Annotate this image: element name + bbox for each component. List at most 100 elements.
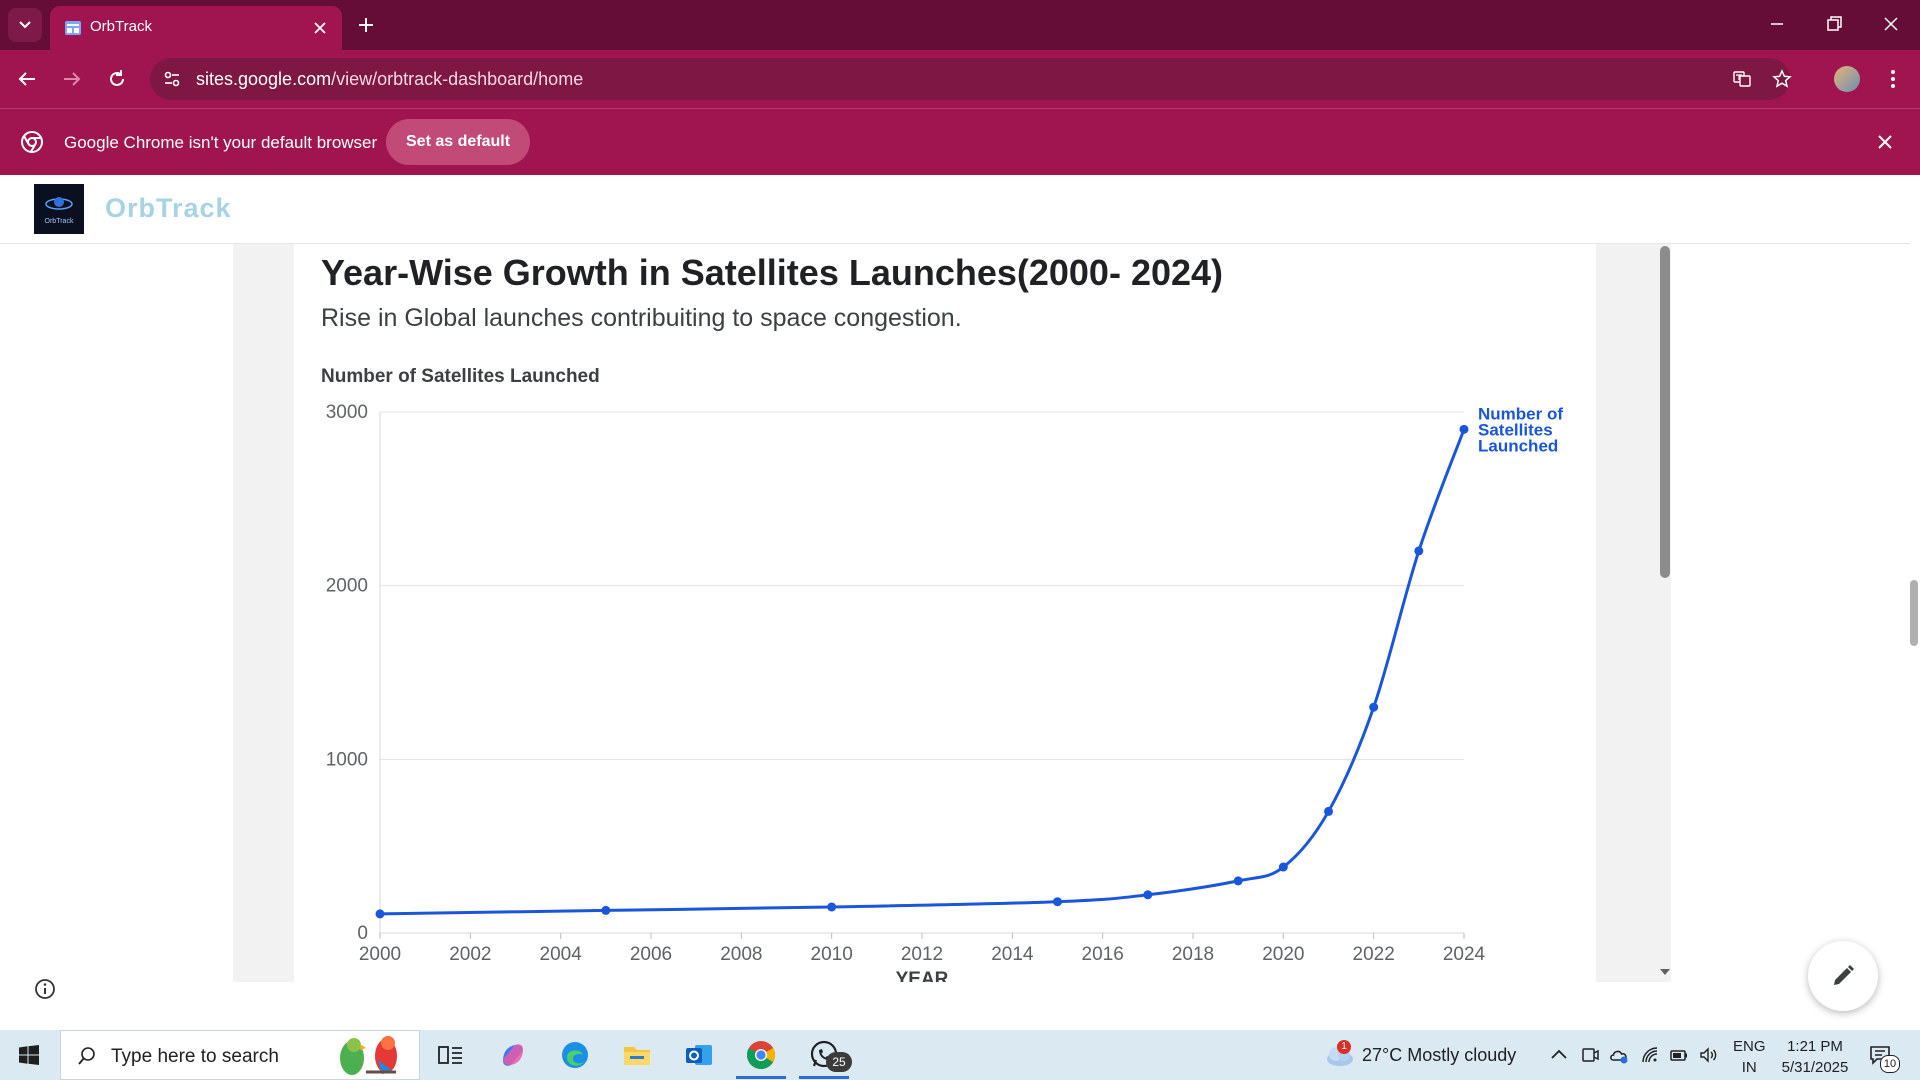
tab-title: OrbTrack xyxy=(90,18,152,35)
meet-camera-icon[interactable] xyxy=(1580,1045,1600,1065)
pencil-icon xyxy=(1834,965,1854,985)
file-explorer-icon[interactable] xyxy=(621,1039,653,1071)
tab-strip: OrbTrack xyxy=(0,0,1920,50)
x-axis-title: YEAR xyxy=(896,969,949,982)
chart-title: Year-Wise Growth in Satellites Launches(… xyxy=(321,252,1224,293)
chart-card: Year-Wise Growth in Satellites Launches(… xyxy=(294,244,1596,982)
bookmark-star-icon[interactable] xyxy=(1772,69,1792,89)
address-bar[interactable]: sites.google.com/view/orbtrack-dashboard… xyxy=(150,58,1792,100)
data-point xyxy=(1414,546,1424,556)
chrome-logo-icon xyxy=(21,131,43,153)
windows-taskbar: Type here to search xyxy=(0,1030,1920,1080)
chrome-icon[interactable] xyxy=(745,1039,777,1071)
data-point xyxy=(1143,890,1153,900)
info-icon[interactable] xyxy=(34,978,56,1000)
battery-icon[interactable] xyxy=(1669,1045,1689,1065)
page-scrollbar-thumb[interactable] xyxy=(1910,580,1918,646)
site-logo-text: OrbTrack xyxy=(44,218,74,225)
infobar-message: Google Chrome isn't your default browser xyxy=(64,133,378,152)
x-tick-label: 2016 xyxy=(1082,944,1124,965)
x-tick-label: 2008 xyxy=(720,944,762,965)
search-icon xyxy=(78,1047,95,1065)
infobar-close-icon[interactable] xyxy=(1876,133,1894,151)
parrots-illustration-icon xyxy=(340,1036,397,1075)
task-view-icon[interactable] xyxy=(434,1039,466,1071)
chrome-active-indicator xyxy=(736,1076,786,1079)
browser-toolbar: sites.google.com/view/orbtrack-dashboard… xyxy=(0,50,1920,108)
x-tick-label: 2012 xyxy=(901,944,943,965)
whatsapp-badge: 25 xyxy=(826,1052,852,1072)
site-info-icon[interactable] xyxy=(162,69,182,89)
url-text: sites.google.com/view/orbtrack-dashboard… xyxy=(196,69,584,89)
copilot-icon[interactable] xyxy=(497,1039,529,1071)
x-tick-label: 2018 xyxy=(1172,944,1214,965)
embed-scrollbar-thumb[interactable] xyxy=(1660,246,1670,578)
x-tick-label: 2014 xyxy=(991,944,1034,965)
site-logo[interactable]: OrbTrack xyxy=(34,184,84,234)
cloudy-weather-icon[interactable] xyxy=(1322,1041,1356,1069)
translate-icon[interactable] xyxy=(1732,69,1752,89)
menu-kebab-icon[interactable] xyxy=(1882,68,1904,90)
y-tick-label: 2000 xyxy=(326,576,368,597)
new-tab-icon[interactable] xyxy=(356,15,376,35)
series-line xyxy=(379,428,1466,916)
windows-start-icon[interactable] xyxy=(18,1044,40,1066)
y-tick-label: 0 xyxy=(357,923,368,944)
language-code: ENG xyxy=(1733,1038,1766,1055)
data-point xyxy=(1278,862,1288,872)
restore-icon[interactable] xyxy=(1824,14,1844,34)
chart-subtitle: Rise in Global launches contribuiting to… xyxy=(321,304,962,332)
site-name[interactable]: OrbTrack xyxy=(105,193,232,223)
weather-text[interactable]: 27°C Mostly cloudy xyxy=(1362,1045,1517,1065)
x-tick-label: 2020 xyxy=(1262,944,1304,965)
chevron-down-icon xyxy=(19,21,31,29)
data-point xyxy=(375,909,385,919)
reload-icon[interactable] xyxy=(106,68,128,90)
forward-icon[interactable] xyxy=(61,68,83,90)
chevron-up-icon[interactable] xyxy=(1549,1045,1569,1065)
data-point xyxy=(1324,806,1333,816)
edit-button[interactable] xyxy=(1808,941,1878,1011)
site-header: OrbTrack OrbTrack xyxy=(0,175,1910,244)
volume-icon[interactable] xyxy=(1698,1045,1718,1065)
x-tick-label: 2022 xyxy=(1353,944,1395,965)
region-code: IN xyxy=(1741,1059,1757,1076)
x-tick-label: 2010 xyxy=(811,944,853,965)
weather-alert-badge: 1 xyxy=(1337,1040,1351,1054)
x-tick-label: 2000 xyxy=(359,944,401,965)
window-close-icon[interactable] xyxy=(1881,14,1901,34)
y-tick-label: 1000 xyxy=(326,749,368,770)
y-tick-label: 3000 xyxy=(326,402,368,423)
data-point xyxy=(1369,702,1379,712)
wifi-icon[interactable] xyxy=(1640,1045,1660,1065)
system-clock[interactable]: 1:21 PM 5/31/2025 xyxy=(1772,1036,1858,1078)
clock-date: 5/31/2025 xyxy=(1781,1059,1849,1076)
sites-favicon-icon xyxy=(65,21,81,35)
notification-center-icon[interactable] xyxy=(1868,1043,1892,1067)
data-point xyxy=(1053,897,1062,907)
input-language[interactable]: ENG IN xyxy=(1733,1036,1766,1078)
onedrive-sync-icon[interactable] xyxy=(1609,1045,1629,1065)
minimize-icon[interactable] xyxy=(1767,14,1787,34)
whatsapp-active-indicator xyxy=(799,1076,849,1079)
close-icon[interactable] xyxy=(312,20,328,36)
x-tick-label: 2024 xyxy=(1443,944,1486,965)
set-as-default-button[interactable]: Set as default xyxy=(386,119,531,165)
x-tick-label: 2004 xyxy=(540,944,583,965)
edge-browser-icon[interactable] xyxy=(559,1039,591,1071)
x-tick-label: 2006 xyxy=(630,944,672,965)
back-icon[interactable] xyxy=(16,68,38,90)
tab-search-button[interactable] xyxy=(8,8,42,42)
profile-avatar[interactable] xyxy=(1834,66,1860,92)
tab-orbtrack[interactable]: OrbTrack xyxy=(50,6,342,50)
orbit-logo-icon xyxy=(45,197,73,210)
series-end-label: Number of Satellites Launched xyxy=(1478,404,1563,455)
x-tick-label: 2002 xyxy=(449,944,491,965)
outlook-icon[interactable] xyxy=(683,1039,715,1071)
scroll-down-arrow-icon[interactable] xyxy=(1658,966,1672,978)
chart-y-axis-label: Number of Satellites Launched xyxy=(321,366,600,387)
clock-time: 1:21 PM xyxy=(1787,1038,1843,1055)
default-browser-infobar: Google Chrome isn't your default browser… xyxy=(0,108,1920,175)
data-point xyxy=(1459,424,1469,434)
data-point xyxy=(827,902,837,912)
